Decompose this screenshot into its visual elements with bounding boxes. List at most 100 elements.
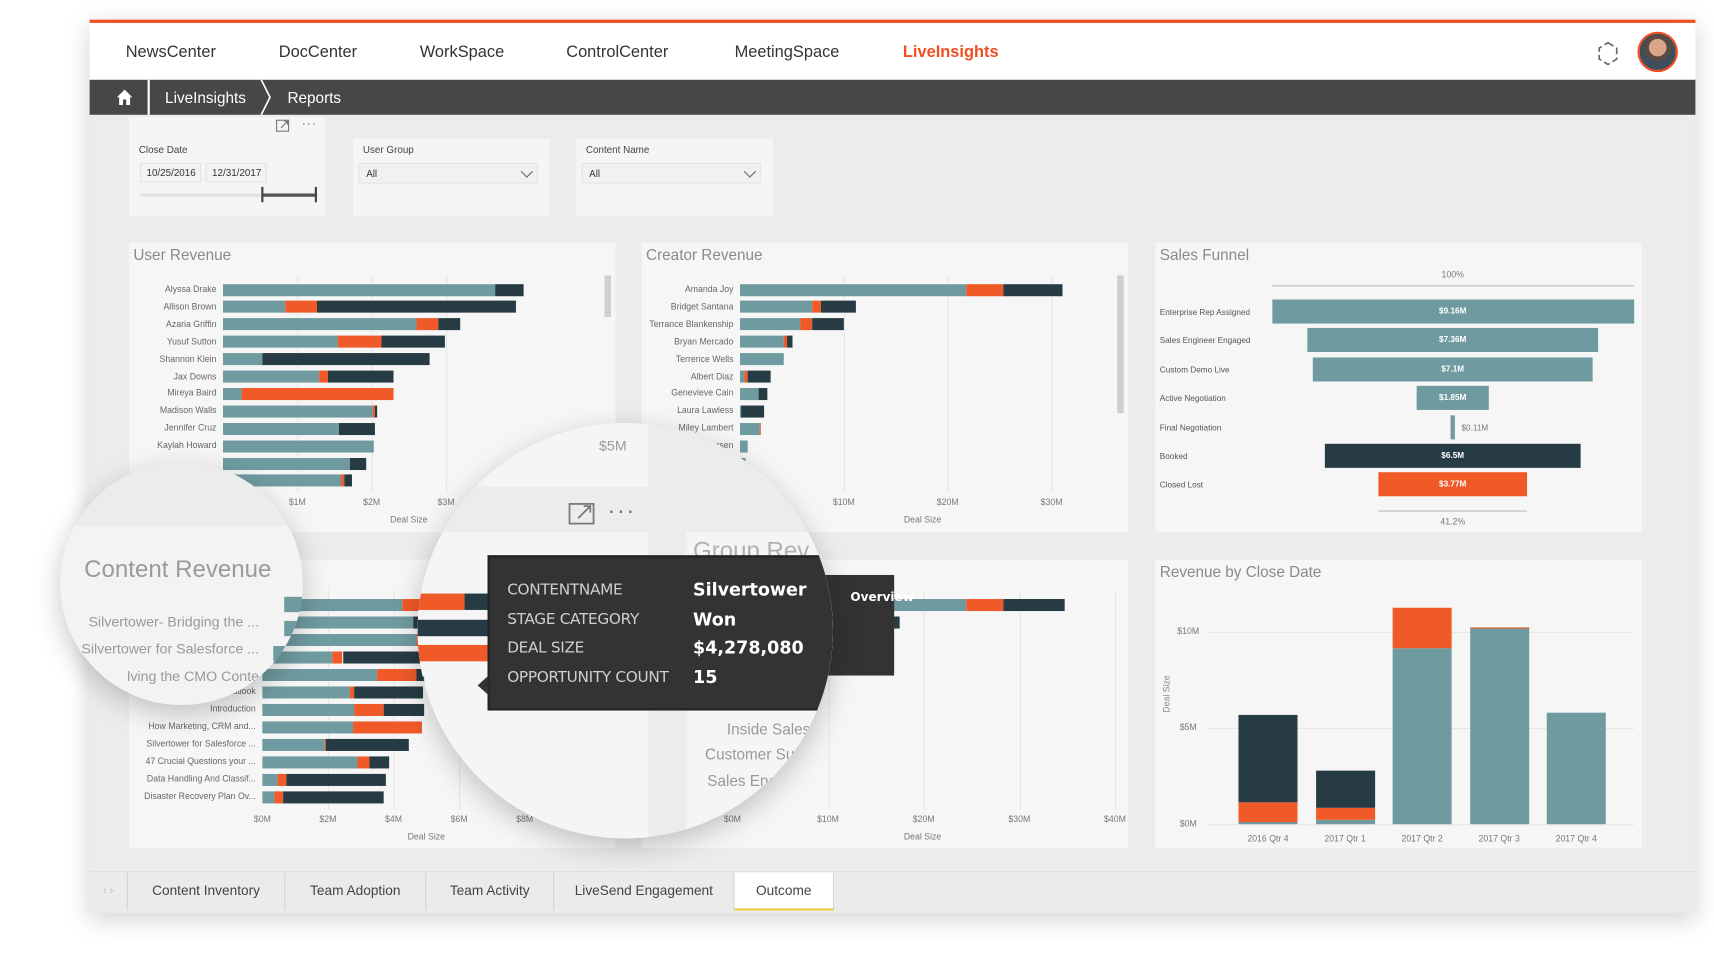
tab-outcome[interactable]: Outcome — [734, 872, 835, 911]
more-options-icon[interactable]: ··· — [607, 499, 637, 524]
x-tick-label: $30M — [1040, 497, 1063, 508]
magnified-axis-value: $5M — [599, 437, 627, 454]
date-to-input[interactable]: 12/31/2017 — [205, 162, 267, 183]
bar-segment-won — [222, 318, 417, 331]
tooltip-label: CONTENTNAME — [507, 581, 623, 600]
nav-newscenter[interactable]: NewsCenter — [125, 42, 216, 62]
bar-segment-won — [262, 790, 275, 803]
bar-segment-won — [222, 353, 263, 366]
nav-liveinsights[interactable]: LiveInsights — [902, 42, 999, 62]
bar-segment-won — [740, 405, 742, 418]
focus-mode-icon[interactable] — [275, 119, 290, 132]
brand-logo-icon[interactable] — [1595, 40, 1621, 66]
date-slider-end-handle[interactable] — [314, 186, 317, 203]
user-avatar[interactable] — [1637, 31, 1678, 73]
tab-livesend-engagement[interactable]: LiveSend Engagement — [554, 872, 735, 911]
magnified-label: lving the CMO Conte — [127, 667, 260, 685]
panel-title: Creator Revenue — [646, 245, 763, 264]
bar-segment-open — [282, 790, 384, 803]
nav-controlcenter[interactable]: ControlCenter — [566, 42, 669, 62]
bar-segment-lost — [352, 720, 422, 733]
row-label: 47 Crucial Questions your ... — [145, 756, 256, 767]
row-label: Introduction — [210, 703, 256, 714]
bar-segment-won — [262, 703, 355, 716]
bar-segment-open — [1315, 771, 1375, 808]
x-tick-label: $30M — [1008, 814, 1031, 825]
tooltip-value: Won — [693, 608, 737, 630]
date-slider-range — [262, 193, 317, 197]
bar-segment-won — [262, 738, 325, 751]
bar-segment-open — [786, 335, 793, 348]
panel-title: Sales Funnel — [1159, 245, 1250, 264]
bar-segment-open — [383, 703, 425, 716]
x-tick-label: $3M — [437, 497, 455, 508]
date-slider-track[interactable] — [139, 193, 317, 197]
magnifier-small: Content Revenue Silvertower- Bridging th… — [60, 462, 303, 706]
y-axis-title: Deal Size — [1161, 675, 1172, 713]
tab-team-adoption[interactable]: Team Adoption — [285, 872, 427, 911]
bar-segment-lost — [277, 773, 286, 786]
tab-team-activity[interactable]: Team Activity — [426, 872, 555, 911]
nav-doccenter[interactable]: DocCenter — [278, 42, 358, 62]
bar-segment-won — [740, 440, 748, 453]
magnified-bar — [273, 646, 303, 662]
x-tick-label: $20M — [936, 497, 959, 508]
content-name-dropdown[interactable]: All — [581, 162, 761, 184]
breadcrumb-divider — [147, 79, 150, 115]
bar-segment-lost — [331, 650, 343, 663]
bar-segment-lost — [285, 301, 317, 314]
bar-segment-lost — [783, 335, 787, 348]
magnified-bar — [417, 676, 425, 694]
x-tick-label: $2M — [319, 814, 337, 825]
date-slider-start-handle[interactable] — [261, 186, 264, 203]
bar-segment-lost — [1469, 626, 1529, 628]
bar-segment-open — [327, 370, 394, 383]
nav-workspace[interactable]: WorkSpace — [419, 42, 505, 62]
tab-scroll-arrows[interactable]: ‹ › — [90, 872, 128, 911]
gridline — [923, 590, 925, 810]
bar-segment-lost — [800, 318, 812, 331]
tab-content-inventory[interactable]: Content Inventory — [128, 872, 286, 911]
bar-segment-won — [1546, 712, 1606, 825]
bar-segment-lost — [274, 790, 283, 803]
close-date-label: Close Date — [138, 144, 188, 156]
bar-segment-lost — [318, 370, 328, 383]
report-tabs: ‹ › Content Inventory Team Adoption Team… — [89, 871, 1696, 911]
magnified-bar — [464, 593, 489, 610]
home-icon[interactable] — [116, 89, 133, 106]
bar-segment-lost — [357, 755, 370, 768]
scrollbar[interactable] — [604, 275, 612, 317]
bar-segment-open — [758, 387, 768, 400]
magnified-bar — [284, 620, 303, 637]
breadcrumb: LiveInsights Reports — [89, 79, 1696, 115]
more-options-icon[interactable]: ··· — [301, 116, 317, 131]
breadcrumb-reports[interactable]: Reports — [287, 88, 342, 107]
row-label: Azaria Griffin — [166, 318, 217, 329]
user-group-dropdown[interactable]: All — [358, 162, 538, 184]
funnel-bar: $7.1M — [1312, 357, 1593, 382]
breadcrumb-liveinsights[interactable]: LiveInsights — [165, 88, 246, 107]
focus-mode-icon[interactable] — [568, 503, 595, 525]
funnel-bottom-bracket — [1378, 510, 1528, 512]
funnel-bar: $3.77M — [1378, 472, 1528, 497]
funnel-bar: $9.16M — [1271, 299, 1634, 324]
date-from-input[interactable]: 10/25/2016 — [139, 162, 202, 183]
bar-segment-open — [1238, 714, 1298, 803]
magnified-label: Silvertower- Bridging the ... — [88, 613, 260, 630]
close-date-filter: ··· Close Date 10/25/2016 12/31/2017 — [128, 116, 326, 217]
scrollbar[interactable] — [1117, 275, 1124, 414]
row-label: Data Handling And Classif... — [146, 773, 256, 784]
magnifier-large: $5M ··· Group Rev Inside Sales Customer … — [417, 423, 833, 839]
nav-meetingspace[interactable]: MeetingSpace — [734, 42, 840, 62]
bar-segment-open — [262, 353, 430, 366]
bar-segment-won — [1469, 627, 1529, 825]
row-label: Miley Lambert — [678, 423, 734, 434]
funnel-top-label: 100% — [1441, 269, 1464, 280]
bar-segment-open — [747, 370, 771, 383]
x-tick-label: 2016 Qtr 4 — [1247, 834, 1289, 844]
bar-segment-won — [262, 755, 358, 768]
bar-segment-open — [342, 650, 425, 663]
bar-segment-won — [740, 353, 784, 366]
bar-segment-won — [222, 283, 496, 296]
y-tick-label: $0M — [1179, 818, 1197, 829]
